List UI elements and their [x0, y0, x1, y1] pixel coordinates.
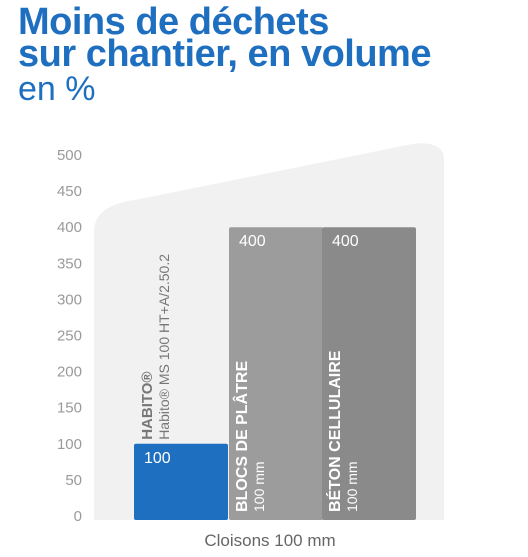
- bar-value-label: 400: [239, 233, 266, 250]
- y-tick-label: 400: [57, 219, 82, 236]
- bar-blocs-de-platre: [229, 227, 323, 520]
- bar-name-label: HABITO®: [139, 372, 156, 440]
- x-axis-label: Cloisons 100 mm: [204, 531, 335, 550]
- bar-subtitle-label: 100 mm: [344, 461, 360, 512]
- y-tick-label: 450: [57, 183, 82, 200]
- y-tick-label: 200: [57, 364, 82, 381]
- title-line-3: en %: [18, 70, 96, 108]
- y-tick-label: 350: [57, 255, 82, 272]
- bar-subtitle-label: 100 mm: [251, 461, 267, 512]
- bar-habito: [134, 443, 228, 520]
- bar-value-label: 100: [144, 450, 171, 467]
- y-tick-label: 250: [57, 328, 82, 345]
- y-tick-label: 100: [57, 436, 82, 453]
- bar-name-label: BLOCS DE PLÂTRE: [232, 361, 251, 512]
- bar-value-label: 400: [332, 233, 359, 250]
- y-tick-label: 150: [57, 400, 82, 417]
- y-tick-label: 300: [57, 291, 82, 308]
- bars: 100 HABITO® Habito® MS 100 HT+A/2.50.2 400 B…: [134, 227, 416, 520]
- y-tick-label: 0: [74, 508, 82, 525]
- title-line-1: Moins de déchets: [18, 1, 329, 43]
- y-tick-label: 50: [65, 472, 82, 489]
- title-block: Moins de déchets sur chantier, en volume…: [18, 1, 431, 108]
- bar-subtitle-label: Habito® MS 100 HT+A/2.50.2: [156, 254, 172, 440]
- y-tick-label: 500: [57, 147, 82, 164]
- title-line-2: sur chantier, en volume: [18, 33, 431, 75]
- bar-beton-cellulaire: [322, 227, 416, 520]
- bar-name-label: BÉTON CELLULAIRE: [325, 350, 344, 512]
